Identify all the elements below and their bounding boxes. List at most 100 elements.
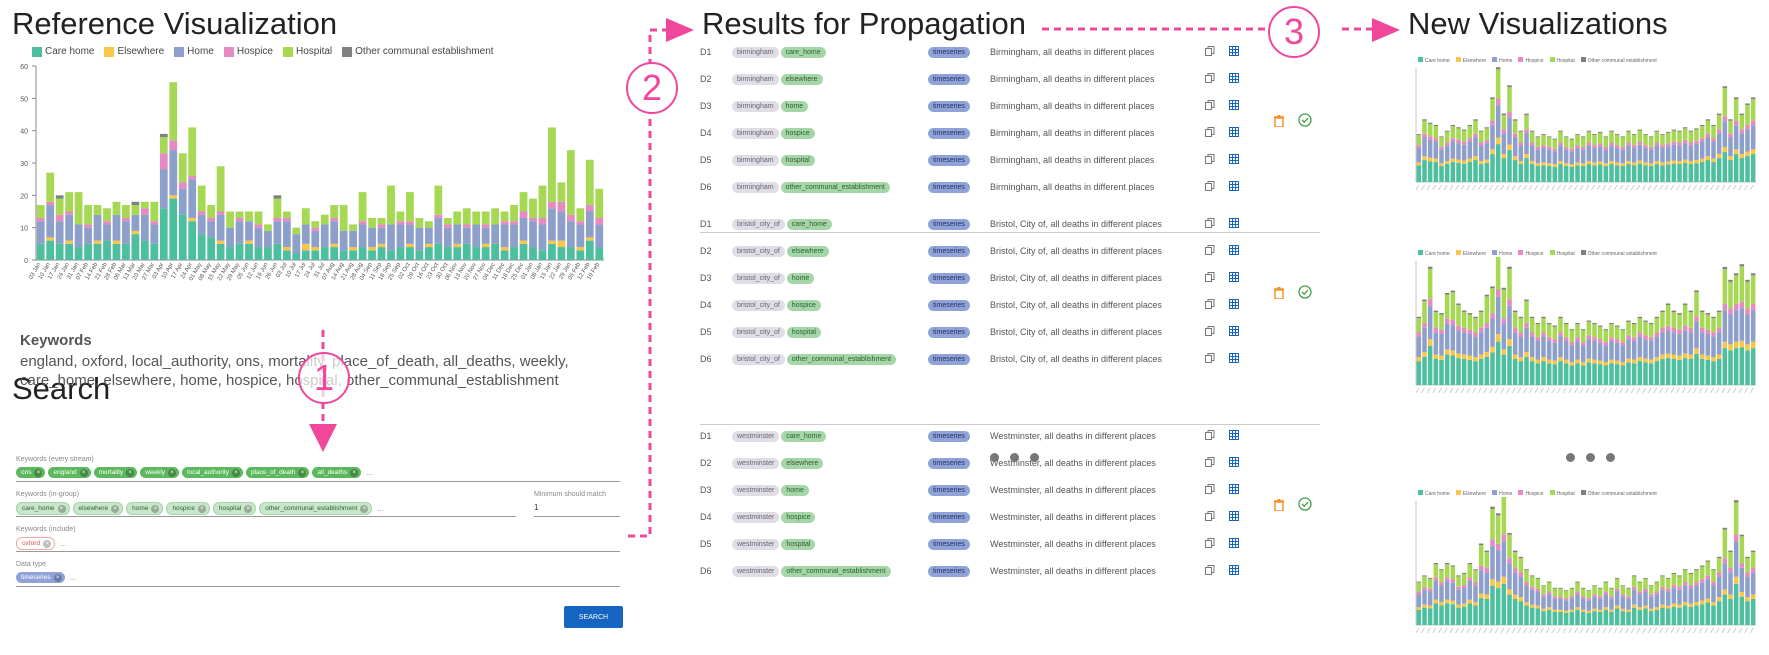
delete-icon[interactable] bbox=[1274, 286, 1284, 304]
every-stream-field[interactable]: ons × england × mortality × weekly × local_autho… bbox=[16, 467, 373, 478]
check-circle-icon[interactable] bbox=[1298, 496, 1312, 516]
check-circle-icon[interactable] bbox=[1298, 284, 1312, 304]
keyword-chip[interactable]: care_home × bbox=[16, 502, 70, 515]
chip-remove-icon[interactable]: × bbox=[197, 504, 206, 513]
copy-icon[interactable] bbox=[1205, 430, 1215, 442]
chip-remove-icon[interactable]: × bbox=[57, 504, 66, 513]
table-icon[interactable] bbox=[1229, 154, 1239, 166]
keyword-chip[interactable]: timeseries × bbox=[16, 572, 65, 583]
mini-bar-segment bbox=[1490, 149, 1495, 155]
chip-remove-icon[interactable]: × bbox=[43, 539, 52, 548]
table-icon[interactable] bbox=[1229, 326, 1239, 338]
copy-icon[interactable] bbox=[1205, 181, 1215, 193]
copy-icon[interactable] bbox=[1205, 299, 1215, 311]
search-button[interactable]: SEARCH bbox=[564, 606, 623, 628]
mini-bar-segment bbox=[1524, 602, 1529, 606]
chip-remove-icon[interactable]: × bbox=[298, 468, 307, 477]
mini-bar-segment bbox=[1473, 336, 1478, 358]
copy-icon[interactable] bbox=[1205, 326, 1215, 338]
table-icon[interactable] bbox=[1229, 511, 1239, 523]
keyword-chip[interactable]: place_of_death × bbox=[245, 467, 310, 478]
copy-icon[interactable] bbox=[1205, 565, 1215, 577]
chip-remove-icon[interactable]: × bbox=[34, 468, 43, 477]
table-icon[interactable] bbox=[1229, 457, 1239, 469]
keyword-chip[interactable]: home × bbox=[126, 502, 164, 515]
chip-remove-icon[interactable]: × bbox=[350, 468, 359, 477]
mini-bar-segment bbox=[1461, 573, 1467, 585]
table-icon[interactable] bbox=[1229, 299, 1239, 311]
keyword-chip[interactable]: oxford × bbox=[16, 537, 56, 550]
keyword-chip[interactable]: elsewhere × bbox=[72, 502, 124, 515]
keyword-chip[interactable]: local_authority × bbox=[182, 467, 243, 478]
table-icon[interactable] bbox=[1229, 46, 1239, 58]
copy-icon[interactable] bbox=[1205, 245, 1215, 257]
mini-bar-segment bbox=[1524, 351, 1529, 357]
mini-bar-segment bbox=[1660, 358, 1665, 385]
copy-icon[interactable] bbox=[1205, 457, 1215, 469]
mini-bar-segment bbox=[1722, 558, 1728, 564]
mini-bar-segment bbox=[1546, 340, 1552, 360]
copy-icon[interactable] bbox=[1205, 353, 1215, 365]
bar-segment bbox=[254, 227, 263, 248]
chip-remove-icon[interactable]: × bbox=[53, 573, 62, 582]
table-icon[interactable] bbox=[1229, 73, 1239, 85]
delete-icon[interactable] bbox=[1274, 114, 1284, 132]
copy-icon[interactable] bbox=[1205, 511, 1215, 523]
chip-remove-icon[interactable]: × bbox=[111, 504, 120, 513]
include-field[interactable]: oxford ×... bbox=[16, 537, 67, 550]
keyword-chip[interactable]: hospice × bbox=[166, 502, 210, 515]
table-icon[interactable] bbox=[1229, 181, 1239, 193]
mini-bar-segment bbox=[1427, 299, 1433, 306]
mini-bar-segment bbox=[1677, 586, 1682, 590]
legend-swatch bbox=[283, 46, 293, 57]
bar-segment bbox=[169, 195, 178, 199]
copy-icon[interactable] bbox=[1205, 46, 1215, 58]
table-icon[interactable] bbox=[1229, 100, 1239, 112]
result-id: D2 bbox=[700, 458, 712, 468]
chip-remove-icon[interactable]: × bbox=[360, 504, 369, 513]
table-icon[interactable] bbox=[1229, 245, 1239, 257]
chip-remove-icon[interactable]: × bbox=[168, 468, 177, 477]
table-icon[interactable] bbox=[1229, 565, 1239, 577]
mini-bar-segment bbox=[1563, 337, 1569, 341]
mini-bar-segment bbox=[1575, 323, 1580, 325]
copy-icon[interactable] bbox=[1205, 100, 1215, 112]
chip-remove-icon[interactable]: × bbox=[79, 468, 88, 477]
table-icon[interactable] bbox=[1229, 430, 1239, 442]
chip-remove-icon[interactable]: × bbox=[126, 468, 135, 477]
chip-remove-icon[interactable]: × bbox=[231, 468, 240, 477]
keyword-chip[interactable]: all_deaths × bbox=[312, 467, 362, 478]
table-icon[interactable] bbox=[1229, 127, 1239, 139]
mini-legend: Care home Elsewhere Home Hospice Hospital Oth… bbox=[1418, 490, 1657, 497]
table-icon[interactable] bbox=[1229, 218, 1239, 230]
check-circle-icon[interactable] bbox=[1298, 112, 1312, 132]
bar-segment bbox=[377, 217, 386, 225]
delete-icon[interactable] bbox=[1274, 498, 1284, 516]
copy-icon[interactable] bbox=[1205, 272, 1215, 284]
copy-icon[interactable] bbox=[1205, 538, 1215, 550]
table-icon[interactable] bbox=[1229, 484, 1239, 496]
copy-icon[interactable] bbox=[1205, 218, 1215, 230]
place-tag: westminster bbox=[732, 565, 780, 577]
in-group-field[interactable]: care_home × elsewhere × home × hospice × hospita… bbox=[16, 502, 384, 515]
copy-icon[interactable] bbox=[1205, 484, 1215, 496]
keyword-chip[interactable]: other_communal_establishment × bbox=[259, 502, 373, 515]
copy-icon[interactable] bbox=[1205, 127, 1215, 139]
table-icon[interactable] bbox=[1229, 353, 1239, 365]
chip-remove-icon[interactable]: × bbox=[151, 504, 160, 513]
table-icon[interactable] bbox=[1229, 272, 1239, 284]
copy-icon[interactable] bbox=[1205, 73, 1215, 85]
keyword-chip[interactable]: england × bbox=[48, 467, 91, 478]
mini-bar-segment bbox=[1552, 588, 1558, 597]
mini-bar-segment bbox=[1433, 577, 1439, 581]
chip-remove-icon[interactable]: × bbox=[244, 504, 253, 513]
result-id: D2 bbox=[700, 74, 712, 84]
table-icon[interactable] bbox=[1229, 538, 1239, 550]
keyword-chip[interactable]: mortality × bbox=[93, 467, 138, 478]
copy-icon[interactable] bbox=[1205, 154, 1215, 166]
keyword-chip[interactable]: hospital × bbox=[212, 502, 257, 515]
min-match-input[interactable]: 1 bbox=[534, 503, 539, 512]
keyword-chip[interactable]: ons × bbox=[16, 467, 46, 478]
keyword-chip[interactable]: weekly × bbox=[140, 467, 180, 478]
data-type-field[interactable]: timeseries ×... bbox=[16, 572, 76, 583]
